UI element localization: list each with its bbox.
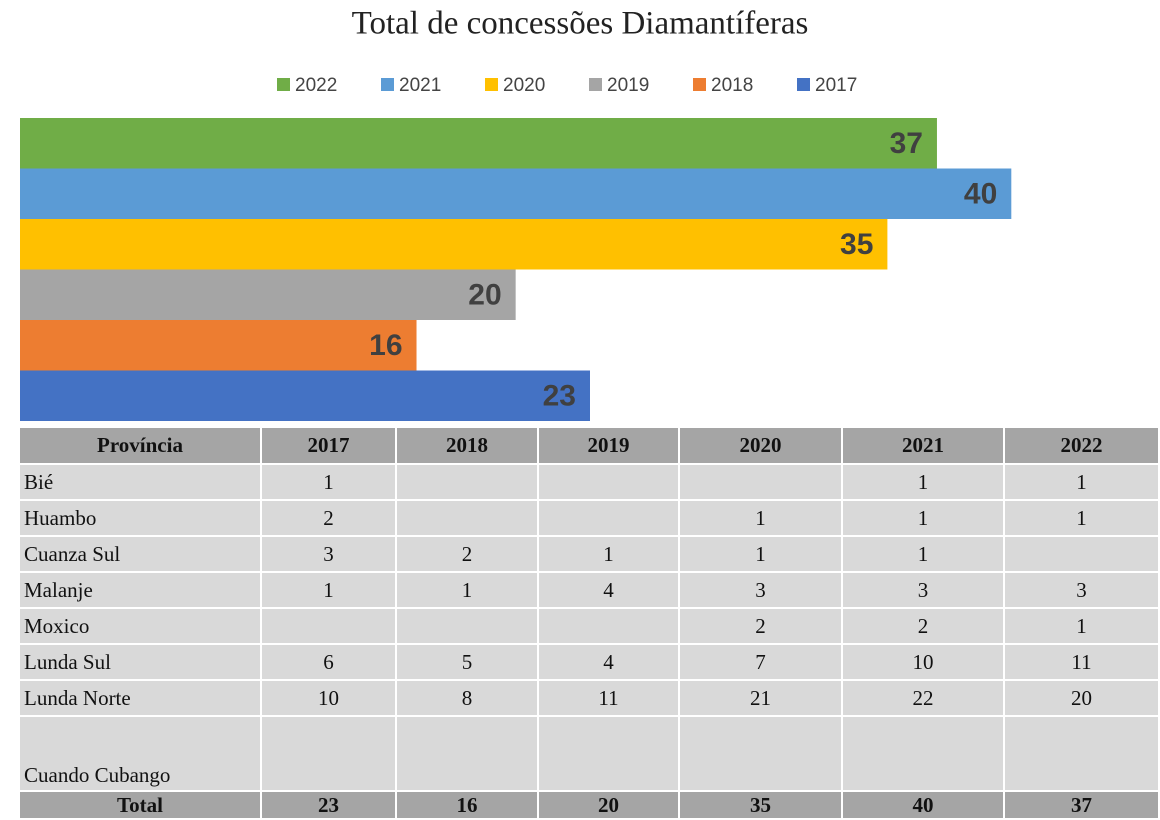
- table-cell: 2: [397, 537, 539, 573]
- table-cell: 1: [1005, 465, 1160, 501]
- table-cell: 3: [1005, 573, 1160, 609]
- table-cell: Cuanza Sul: [20, 537, 262, 573]
- table-cell: [539, 609, 680, 645]
- legend-label: 2018: [711, 75, 753, 96]
- table-cell: 1: [843, 501, 1005, 537]
- legend-swatch: [589, 78, 602, 91]
- table-cell: 1: [1005, 501, 1160, 537]
- bar: [20, 118, 937, 169]
- table-cell: [397, 465, 539, 501]
- table-cell: Malanje: [20, 573, 262, 609]
- table-cell: 11: [1005, 645, 1160, 681]
- table-cell: [397, 501, 539, 537]
- table-cell: 1: [397, 573, 539, 609]
- bar: [20, 269, 516, 320]
- table-cell: 1: [539, 537, 680, 573]
- total-cell: 20: [539, 792, 680, 820]
- table-cell: Lunda Sul: [20, 645, 262, 681]
- chart-title: Total de concessões Diamantíferas: [352, 6, 809, 42]
- table-cell: [843, 717, 1005, 792]
- table-cell: 5: [397, 645, 539, 681]
- table-cell: Lunda Norte: [20, 681, 262, 717]
- data-label: 37: [890, 127, 923, 160]
- table-cell: 4: [539, 573, 680, 609]
- table-cell: 3: [680, 573, 843, 609]
- table-cell: 21: [680, 681, 843, 717]
- table-cell: 1: [262, 573, 397, 609]
- table-cell: 10: [843, 645, 1005, 681]
- header-cell: 2017: [262, 428, 397, 465]
- total-cell: Total: [20, 792, 262, 820]
- table-cell: Cuando Cubango: [20, 717, 262, 792]
- legend-swatch: [693, 78, 706, 91]
- chart: Total de concessões Diamantíferas 2022 20…: [20, 6, 1012, 421]
- bar: [20, 168, 1012, 219]
- header-cell: 2021: [843, 428, 1005, 465]
- bar: [20, 219, 888, 270]
- legend-label: 2020: [503, 75, 545, 96]
- table-cell: 22: [843, 681, 1005, 717]
- table-cell: 11: [539, 681, 680, 717]
- table-cell: 1: [680, 501, 843, 537]
- data-label: 40: [964, 178, 997, 211]
- table-cell: [539, 501, 680, 537]
- table-cell: Bié: [20, 465, 262, 501]
- header-cell: 2020: [680, 428, 843, 465]
- table-cell: 2: [680, 609, 843, 645]
- table: Província 2017 2018 2019 2020 2021 2022 Bié 1 1 1 H…: [20, 428, 1160, 820]
- legend-label: 2019: [607, 75, 649, 96]
- table-cell: [1005, 717, 1160, 792]
- header-cell: 2019: [539, 428, 680, 465]
- data-label: 35: [840, 228, 873, 261]
- table-cell: 20: [1005, 681, 1160, 717]
- table-cell: [1005, 537, 1160, 573]
- table-cell: 6: [262, 645, 397, 681]
- bar: [20, 320, 417, 371]
- legend-label: 2017: [815, 75, 857, 96]
- table-cell: 7: [680, 645, 843, 681]
- table-cell: [680, 717, 843, 792]
- bar: [20, 370, 590, 421]
- data-label: 23: [543, 380, 576, 413]
- table-cell: 3: [262, 537, 397, 573]
- total-cell: 37: [1005, 792, 1160, 820]
- table-cell: 1: [843, 465, 1005, 501]
- table-cell: [680, 465, 843, 501]
- total-cell: 16: [397, 792, 539, 820]
- table-cell: [397, 609, 539, 645]
- table-cell: 1: [1005, 609, 1160, 645]
- total-cell: 40: [843, 792, 1005, 820]
- table-cell: [397, 717, 539, 792]
- legend-swatch: [381, 78, 394, 91]
- table-cell: [539, 465, 680, 501]
- header-cell: 2018: [397, 428, 539, 465]
- legend-swatch: [797, 78, 810, 91]
- header-cell: 2022: [1005, 428, 1160, 465]
- total-cell: 35: [680, 792, 843, 820]
- table-cell: [539, 717, 680, 792]
- table-cell: Huambo: [20, 501, 262, 537]
- data-label: 20: [468, 279, 501, 312]
- table-cell: 2: [262, 501, 397, 537]
- legend-swatch: [277, 78, 290, 91]
- table-cell: 10: [262, 681, 397, 717]
- table-cell: 3: [843, 573, 1005, 609]
- total-cell: 23: [262, 792, 397, 820]
- table-cell: [262, 609, 397, 645]
- table-cell: 8: [397, 681, 539, 717]
- data-label: 16: [369, 329, 402, 362]
- legend-label: 2022: [295, 75, 337, 96]
- table-cell: 4: [539, 645, 680, 681]
- table-cell: [262, 717, 397, 792]
- header-cell: Província: [20, 428, 262, 465]
- table-cell: 2: [843, 609, 1005, 645]
- table-cell: Moxico: [20, 609, 262, 645]
- table-cell: 1: [843, 537, 1005, 573]
- table-cell: 1: [680, 537, 843, 573]
- legend-swatch: [485, 78, 498, 91]
- table-cell: 1: [262, 465, 397, 501]
- legend-label: 2021: [399, 75, 441, 96]
